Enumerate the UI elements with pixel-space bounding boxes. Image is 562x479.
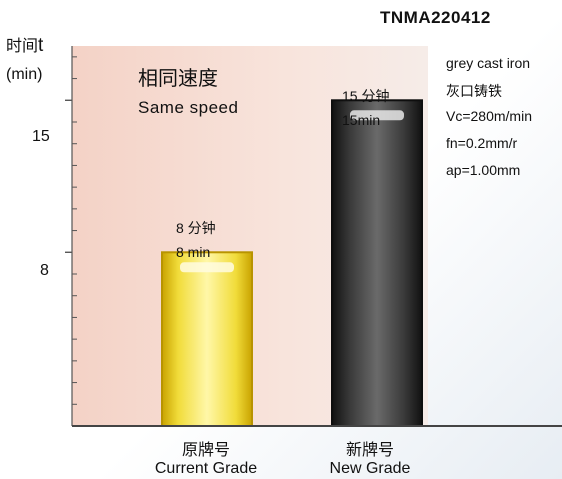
bar-value-label-en: 15min bbox=[342, 112, 381, 128]
condition-depth-of-cut: ap=1.00mm bbox=[446, 162, 521, 178]
condition-material-en: grey cast iron bbox=[446, 55, 531, 71]
bar-value-label-cn: 8 分钟 bbox=[176, 220, 216, 236]
y-axis-label-symbol: t bbox=[38, 35, 44, 56]
category-label-en: New Grade bbox=[329, 460, 411, 477]
condition-material-cn: 灰口铸铁 bbox=[446, 83, 502, 99]
y-axis-label-cn: 时间 bbox=[6, 36, 39, 55]
condition-feed: fn=0.2mm/r bbox=[446, 135, 518, 151]
category-label-cn: 原牌号 bbox=[181, 440, 230, 459]
bar-value-label-cn: 15 分钟 bbox=[342, 88, 390, 104]
bar-current-grade bbox=[161, 251, 253, 427]
y-tick-label: 15 bbox=[32, 128, 50, 145]
bar-value-label-en: 8 min bbox=[176, 244, 211, 260]
condition-cutting-speed: Vc=280m/min bbox=[446, 108, 532, 124]
y-axis-label: 时间t bbox=[6, 32, 43, 57]
model-code: TNMA220412 bbox=[380, 8, 491, 27]
bars bbox=[161, 99, 423, 428]
y-axis-unit: (min) bbox=[6, 66, 43, 83]
y-tick-label: 8 bbox=[40, 262, 49, 279]
bar-highlight bbox=[180, 262, 234, 273]
category-label-current: 原牌号 Current Grade bbox=[126, 436, 286, 478]
category-label-new: 新牌号 New Grade bbox=[290, 436, 450, 478]
same-speed-note-en: Same speed bbox=[138, 98, 239, 117]
bar-highlight bbox=[350, 110, 404, 121]
category-label-en: Current Grade bbox=[154, 460, 258, 477]
bar-new-grade bbox=[331, 99, 423, 428]
same-speed-note-cn: 相同速度 bbox=[138, 66, 218, 90]
y-axis-ticks bbox=[65, 56, 77, 405]
category-label-cn: 新牌号 bbox=[345, 440, 394, 459]
